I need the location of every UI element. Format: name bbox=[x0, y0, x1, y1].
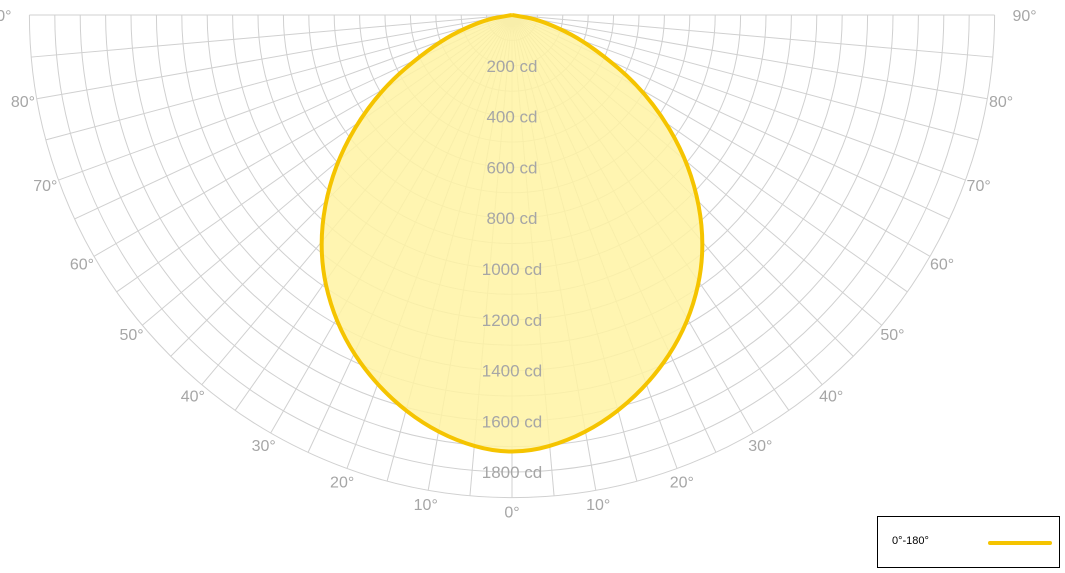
grid-spoke bbox=[511, 14, 988, 100]
angle-tick-label: 70° bbox=[33, 178, 57, 195]
legend-swatch bbox=[988, 541, 1052, 545]
grid-spoke bbox=[511, 14, 979, 141]
angle-tick-label: 10° bbox=[586, 497, 610, 514]
radial-tick-label: 800 cd bbox=[486, 209, 537, 228]
angle-tick-label: 50° bbox=[119, 327, 143, 344]
radial-tick-label: 1600 cd bbox=[482, 412, 543, 431]
angle-tick-label: 70° bbox=[967, 178, 991, 195]
series-curve-0 bbox=[319, 13, 705, 454]
angle-tick-label: 20° bbox=[670, 475, 694, 492]
grid-spoke bbox=[31, 14, 513, 58]
radial-tick-label: 400 cd bbox=[486, 108, 537, 127]
radial-tick-label: 1000 cd bbox=[482, 260, 543, 279]
angle-tick-label: 80° bbox=[11, 94, 35, 111]
angle-tick-label: 60° bbox=[70, 256, 94, 273]
legend-label: 0°-180° bbox=[892, 535, 929, 547]
angle-tick-label: 20° bbox=[330, 475, 354, 492]
angle-tick-label: 30° bbox=[252, 438, 276, 455]
radial-tick-label: 200 cd bbox=[486, 57, 537, 76]
grid-spoke bbox=[45, 14, 513, 141]
angle-tick-label: 80° bbox=[989, 94, 1013, 111]
radial-tick-label: 600 cd bbox=[486, 158, 537, 177]
angle-tick-label: 0° bbox=[504, 505, 519, 522]
grid-spoke bbox=[36, 14, 513, 100]
grid-spoke bbox=[511, 14, 993, 58]
angle-tick-label: 40° bbox=[819, 388, 843, 405]
angle-tick-label: 90° bbox=[0, 8, 12, 25]
legend: 0°-180° bbox=[877, 516, 1060, 568]
radial-tick-label: 1200 cd bbox=[482, 311, 543, 330]
angle-tick-label: 90° bbox=[1012, 8, 1036, 25]
radial-tick-label: 1400 cd bbox=[482, 362, 543, 381]
angle-tick-label: 30° bbox=[748, 438, 772, 455]
angle-tick-label: 40° bbox=[181, 388, 205, 405]
radial-tick-label: 1800 cd bbox=[482, 463, 543, 482]
angle-tick-label: 10° bbox=[414, 497, 438, 514]
angle-tick-label: 50° bbox=[880, 327, 904, 344]
angle-tick-label: 60° bbox=[930, 256, 954, 273]
